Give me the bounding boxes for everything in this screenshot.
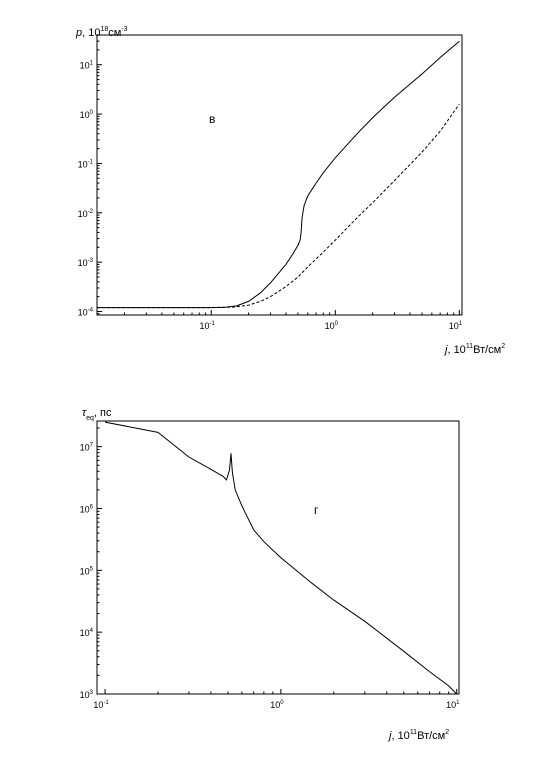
- series-line-solid: [97, 40, 460, 309]
- y-tick-label: 107: [80, 443, 94, 453]
- plot-frame: [96, 34, 463, 316]
- panel-tag: в: [209, 112, 215, 126]
- x-tick-label: 100: [325, 321, 339, 331]
- y-tick-label: 105: [80, 566, 94, 576]
- plot-frame: [96, 420, 460, 695]
- x-axis-label: j, 1011Вт/см2: [443, 343, 505, 356]
- series-line-solid: [104, 421, 458, 695]
- y-tick-label: 10-4: [78, 308, 94, 318]
- x-tick-label: 101: [446, 700, 460, 710]
- y-tick-label: 10-3: [78, 258, 94, 268]
- x-tick-label: 10-1: [93, 700, 109, 710]
- panel-tag: г: [314, 503, 319, 517]
- chart-panel-v: 10-1 100 101 10-4 10-3 10-2 10-1 100 101 в p, 1018…: [75, 26, 505, 356]
- chart-panel-g: 10-1 100 101 103 104 105 106 107 г τeq, пс j, 1011…: [80, 407, 460, 742]
- y-tick-label: 103: [80, 690, 94, 700]
- y-axis-label: p, 1018см-3: [75, 26, 128, 39]
- x-tick-label: 100: [270, 700, 284, 710]
- y-axis-label: τeq, пс: [82, 407, 112, 422]
- y-tick-label: 100: [80, 110, 94, 120]
- series-line-dashed: [97, 103, 460, 309]
- x-axis-label: j, 1011Вт/см2: [387, 729, 449, 742]
- y-tick-label: 101: [80, 61, 94, 71]
- y-tick-label: 106: [80, 504, 94, 514]
- x-tick-label: 101: [449, 321, 463, 331]
- y-tick-label: 10-1: [78, 159, 94, 169]
- x-tick-label: 10-1: [200, 321, 216, 331]
- y-tick-label: 10-2: [78, 209, 94, 219]
- y-tick-label: 104: [80, 628, 94, 638]
